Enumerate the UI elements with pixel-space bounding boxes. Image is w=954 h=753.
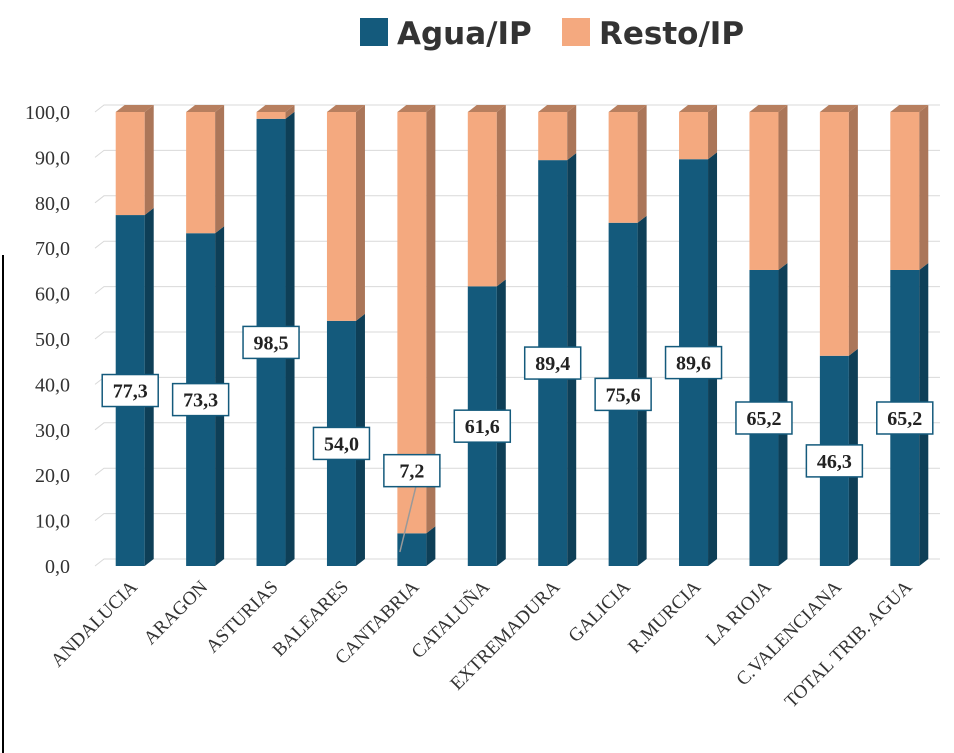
- bar-side: [355, 105, 365, 321]
- bar-top: [115, 105, 154, 112]
- data-label: 89,6: [676, 353, 711, 375]
- grid-line: [94, 240, 940, 249]
- bar-side: [426, 526, 436, 566]
- data-label-box: [383, 453, 441, 488]
- data-label-box: [171, 382, 230, 417]
- y-tick-label: 30,0: [35, 420, 70, 442]
- bar: [749, 112, 779, 270]
- bar: [326, 112, 356, 321]
- bar-side: [426, 105, 436, 534]
- grid-line: [94, 558, 940, 567]
- data-label-box: [523, 346, 582, 380]
- data-label-box: [101, 373, 159, 408]
- data-label: 54,0: [324, 433, 359, 455]
- y-tick-label: 60,0: [35, 284, 70, 306]
- data-label: 7,2: [399, 461, 424, 483]
- bar-side: [285, 105, 295, 119]
- data-label-box: [594, 377, 652, 412]
- data-label: 75,6: [606, 384, 641, 406]
- bar-top: [679, 105, 718, 112]
- bar-top: [397, 105, 436, 112]
- x-tick-label: ARAGON: [140, 576, 213, 649]
- bar: [467, 112, 497, 287]
- bar-top: [256, 105, 295, 112]
- bar-top: [608, 105, 647, 112]
- bar: [256, 112, 286, 119]
- data-label: 98,5: [254, 332, 289, 354]
- bar-side: [848, 105, 858, 356]
- bar-top: [538, 105, 577, 112]
- data-label: 65,2: [887, 408, 922, 430]
- bar-top: [326, 105, 365, 112]
- bar-side: [919, 105, 929, 270]
- x-tick-label: R.MURCIA: [624, 576, 705, 657]
- bar-side: [567, 105, 577, 161]
- data-label: 89,4: [535, 353, 570, 375]
- legend-swatch: [360, 18, 388, 46]
- grid-line: [94, 149, 940, 158]
- legend-label: Agua/IP: [397, 16, 532, 52]
- x-tick-label: ANDALUCIA: [47, 576, 142, 671]
- data-label: 77,3: [113, 381, 148, 403]
- y-tick-label: 10,0: [35, 511, 70, 533]
- data-label: 46,3: [817, 451, 852, 473]
- bar: [608, 112, 638, 223]
- bar: [819, 112, 849, 356]
- legend-swatch: [562, 18, 590, 46]
- data-label-box: [312, 426, 371, 461]
- data-label-box: [242, 325, 300, 360]
- bar-top: [749, 105, 788, 112]
- grid-line: [94, 331, 940, 340]
- bar-side: [144, 105, 154, 216]
- data-label-box: [805, 444, 864, 478]
- bar-side: [496, 105, 506, 287]
- data-label: 61,6: [465, 416, 500, 438]
- bar-side: [778, 105, 788, 270]
- grid-line: [94, 467, 940, 476]
- bar-top: [186, 105, 225, 112]
- bar: [397, 533, 427, 566]
- x-tick-label: TOTAL TRIB. AGUA: [781, 576, 917, 712]
- data-label: 73,3: [183, 390, 218, 412]
- y-tick-label: 100,0: [25, 102, 70, 124]
- y-tick-label: 20,0: [35, 465, 70, 487]
- y-tick-label: 70,0: [35, 238, 70, 260]
- bar-top: [819, 105, 858, 112]
- bar-top: [890, 105, 929, 112]
- y-tick-label: 40,0: [35, 374, 70, 396]
- bar: [679, 112, 709, 160]
- y-tick-label: 0,0: [45, 556, 70, 578]
- grid-line: [94, 513, 940, 521]
- data-label-box: [876, 401, 934, 435]
- grid-line: [94, 195, 940, 204]
- bar-side: [215, 105, 225, 234]
- bar: [890, 112, 920, 270]
- grid-line: [94, 422, 940, 431]
- data-label-box: [735, 401, 793, 435]
- bar: [538, 112, 568, 161]
- data-label-box: [453, 409, 512, 443]
- bar-side: [637, 105, 647, 223]
- x-tick-label: GALICIA: [565, 576, 635, 646]
- grid-line: [94, 104, 940, 113]
- y-tick-label: 50,0: [35, 329, 70, 351]
- data-label-box: [664, 345, 723, 380]
- y-tick-label: 90,0: [35, 147, 70, 169]
- bar-side: [708, 105, 718, 160]
- legend-label: Resto/IP: [599, 16, 744, 52]
- bar: [115, 112, 145, 216]
- leader-line: [399, 486, 417, 553]
- x-tick-label: LA RIOJA: [702, 576, 776, 650]
- grid-line: [94, 286, 940, 294]
- y-tick-label: 80,0: [35, 193, 70, 215]
- bar: [186, 112, 216, 234]
- data-label: 65,2: [746, 408, 781, 430]
- bar-top: [467, 105, 506, 112]
